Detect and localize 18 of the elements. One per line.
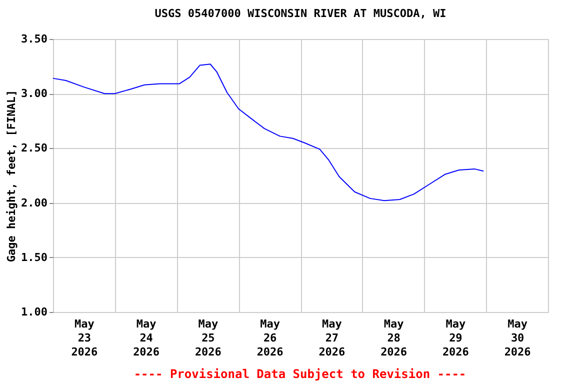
- y-tick-label: 1.00: [21, 306, 48, 318]
- x-tick-label: May 25 2026: [194, 318, 222, 358]
- x-tick-label: May 29 2026: [442, 318, 470, 358]
- y-tick-label: 1.50: [21, 250, 48, 264]
- x-tick-label: May 26 2026: [256, 318, 284, 358]
- text: ---- Provisional Data Subject to Revision ----: [134, 367, 466, 381]
- y-tick-label: 3.50: [21, 32, 48, 46]
- y-tick-label: 2.00: [21, 196, 48, 210]
- y-axis-title: Gage height, feet, [FINAL]: [5, 90, 18, 262]
- y-tick-label: 3.00: [21, 87, 48, 100]
- x-tick-label: May 28 2026: [380, 318, 408, 358]
- x-tick-label: May 30 2026: [504, 318, 532, 358]
- x-tick-label: May 24 2026: [133, 318, 160, 358]
- x-tick-label: May 23 2026: [71, 318, 98, 358]
- x-tick-label: May 27 2026: [318, 318, 346, 358]
- y-tick-label: 2.50: [21, 142, 48, 155]
- chart-title: USGS 05407000 WISCONSIN RIVER AT MUSCODA, WI: [154, 7, 446, 20]
- line-series: [52, 64, 484, 202]
